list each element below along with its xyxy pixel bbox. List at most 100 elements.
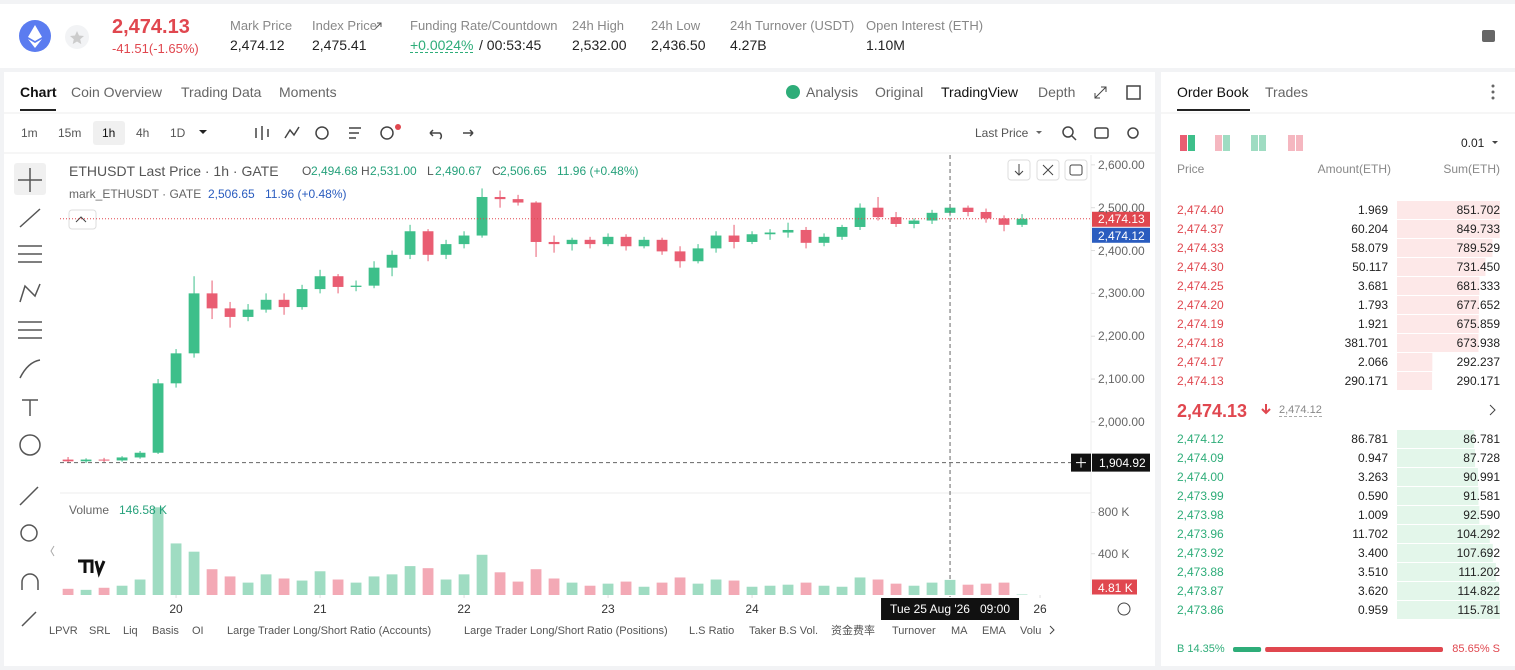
indicator[interactable]: L.S Ratio xyxy=(689,625,735,637)
volume-bar xyxy=(494,572,506,595)
volume-bar xyxy=(332,579,344,595)
view-tab[interactable]: Depth xyxy=(1038,84,1076,100)
precision[interactable]: 0.01 xyxy=(1461,136,1485,150)
depth-bar xyxy=(1397,277,1480,295)
collapse-button[interactable] xyxy=(68,209,97,230)
book-amount: 0.590 xyxy=(1357,489,1388,503)
depth-bar xyxy=(1397,372,1433,390)
candle-body xyxy=(566,239,578,245)
candle-body xyxy=(548,241,560,245)
indicator[interactable]: Volu xyxy=(1020,625,1042,637)
stat-label: Mark Price xyxy=(230,18,293,33)
candle-body xyxy=(620,236,632,247)
y-tick-label: 2,400.00 xyxy=(1098,243,1145,258)
indicator[interactable]: EMA xyxy=(982,625,1006,637)
more-icon[interactable] xyxy=(1491,84,1495,100)
star-icon xyxy=(69,31,84,45)
y-tick-label: 2,200.00 xyxy=(1098,329,1145,344)
mid-mark: 2,474.12 xyxy=(1279,404,1322,417)
volume-bar xyxy=(872,579,884,595)
interval[interactable]: 1h xyxy=(102,126,116,140)
book-amount: 58.079 xyxy=(1351,241,1388,255)
book-sum: 92.590 xyxy=(1463,508,1500,522)
indicator[interactable]: OI xyxy=(192,625,204,637)
book-price: 2,473.92 xyxy=(1177,546,1224,560)
indicator[interactable]: Large Trader Long/Short Ratio (Positions… xyxy=(464,625,668,637)
candle-body xyxy=(728,235,740,242)
interval[interactable]: 4h xyxy=(136,126,150,140)
volume-bar xyxy=(512,581,524,595)
candle-body xyxy=(836,226,848,237)
chart-tab[interactable]: Coin Overview xyxy=(71,84,163,100)
candle-body xyxy=(980,211,992,219)
book-tab[interactable]: Trades xyxy=(1265,84,1309,100)
indicator[interactable]: SRL xyxy=(89,625,111,637)
volume-bar xyxy=(692,583,704,595)
depth-bar xyxy=(1397,601,1500,619)
chart-tab[interactable]: Moments xyxy=(279,84,337,100)
volume-bar xyxy=(566,582,578,595)
chart-tab[interactable]: Chart xyxy=(20,84,57,100)
interval[interactable]: 1m xyxy=(21,126,38,140)
book-amount: 0.959 xyxy=(1357,603,1388,617)
x-tick-label: 22 xyxy=(457,602,471,616)
caret[interactable] xyxy=(1492,141,1498,144)
candle-body xyxy=(818,236,830,243)
volume-title: Volume xyxy=(69,503,110,517)
indicator[interactable]: Liq xyxy=(123,625,138,637)
candle-body xyxy=(494,196,506,200)
book-price: 2,474.20 xyxy=(1177,298,1224,312)
axis-settings[interactable] xyxy=(1117,602,1131,616)
volume-bar xyxy=(296,580,308,595)
window-icon[interactable] xyxy=(1126,85,1141,100)
volume-bar xyxy=(818,585,830,595)
book-price: 2,473.87 xyxy=(1177,584,1224,598)
down-arrow xyxy=(1261,404,1271,415)
book-price: 2,474.30 xyxy=(1177,260,1224,274)
book-sum: 107.692 xyxy=(1456,546,1500,560)
chart-tab[interactable]: Trading Data xyxy=(181,84,262,100)
stat-value: 4.27B xyxy=(730,37,767,53)
view-tab[interactable]: TradingView xyxy=(941,84,1019,100)
indicator[interactable]: MA xyxy=(951,625,968,637)
volume-bar xyxy=(602,583,614,595)
interval[interactable]: 15m xyxy=(58,126,82,140)
scroll-right[interactable] xyxy=(1049,625,1055,635)
book-sum: 91.581 xyxy=(1463,489,1500,503)
price-type[interactable]: Last Price xyxy=(975,126,1029,140)
notes-icon[interactable] xyxy=(1482,30,1495,42)
indicator[interactable]: Basis xyxy=(152,625,179,637)
indicator[interactable]: 资金费率 xyxy=(831,625,875,637)
caret[interactable] xyxy=(1036,131,1042,134)
candle-body xyxy=(656,239,668,252)
expand-icon[interactable] xyxy=(1094,86,1107,99)
book-tab[interactable]: Order Book xyxy=(1177,84,1249,100)
side-toggle[interactable] xyxy=(50,545,55,557)
indicator[interactable]: Taker B.S Vol. xyxy=(749,625,819,637)
collapse-icon[interactable] xyxy=(75,216,87,223)
y-tick-label: 2,100.00 xyxy=(1098,372,1145,387)
book-sum: 87.728 xyxy=(1463,451,1500,465)
volume-bar xyxy=(782,584,794,595)
buy-ratio-label: B 14.35% xyxy=(1177,643,1225,655)
legend-mark: 11.96 (+0.48%) xyxy=(265,187,347,201)
view-tab[interactable]: Original xyxy=(875,84,924,100)
indicator[interactable]: LPVR xyxy=(49,625,78,637)
chevron[interactable] xyxy=(1489,404,1496,416)
candle-body xyxy=(296,289,308,308)
volume-bar xyxy=(746,586,758,595)
indicator[interactable]: Turnover xyxy=(892,625,936,637)
volume-bar xyxy=(890,583,902,595)
column-header: Sum(ETH) xyxy=(1443,162,1500,176)
view-tab[interactable]: Analysis xyxy=(806,84,859,100)
stat-label: 24h High xyxy=(572,18,625,33)
candle-body xyxy=(944,207,956,213)
indicator[interactable]: Large Trader Long/Short Ratio (Accounts) xyxy=(227,625,432,637)
depth-bar xyxy=(1397,315,1479,333)
interval[interactable]: 1D xyxy=(170,126,186,140)
header-panel xyxy=(0,4,1515,68)
stat-label: 24h Turnover (USDT) xyxy=(730,18,855,33)
caret[interactable] xyxy=(199,130,207,134)
book-sum: 681.333 xyxy=(1456,279,1500,293)
